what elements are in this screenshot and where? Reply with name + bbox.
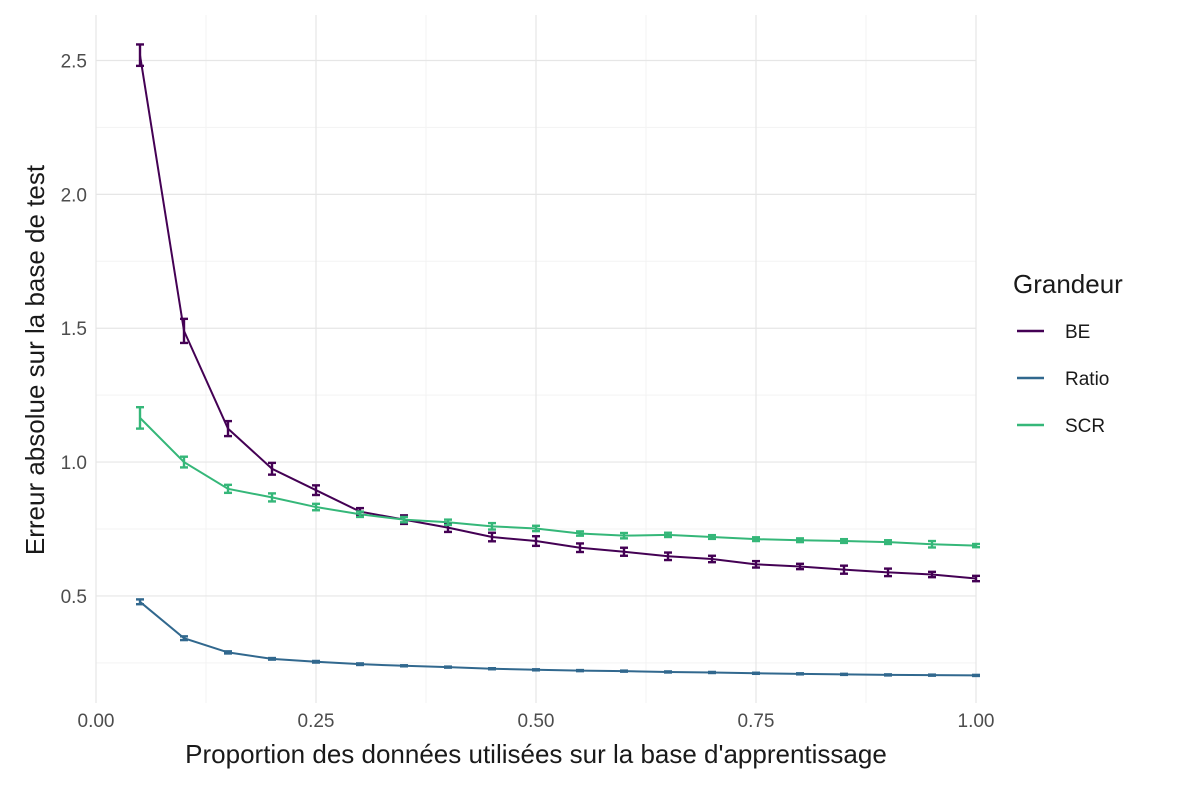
y-tick-label: 1.5 — [61, 319, 87, 340]
error-bar — [576, 542, 584, 554]
error-bar — [620, 546, 628, 557]
error-bar — [664, 670, 672, 674]
error-bar — [972, 542, 980, 549]
y-tick-label: 2.0 — [61, 185, 87, 206]
y-axis-title: Erreur absolue sur la base de test — [20, 164, 50, 555]
error-bar — [708, 670, 716, 675]
error-bar — [532, 524, 540, 533]
y-tick-label: 1.0 — [61, 453, 87, 474]
series-line-ratio — [139, 601, 977, 677]
error-bar — [268, 492, 276, 503]
error-bar — [532, 535, 540, 548]
y-axis-tick-labels: 0.5 1.0 1.5 2.0 2.5 — [61, 52, 87, 608]
error-bar — [620, 531, 628, 540]
error-bar — [400, 664, 408, 668]
error-bar — [312, 659, 320, 664]
error-bar — [224, 650, 232, 655]
error-bar — [884, 539, 892, 546]
x-axis-title: Proportion des données utilisées sur la … — [185, 739, 887, 769]
series-scr — [136, 405, 980, 549]
error-bar — [576, 668, 584, 673]
error-bar — [620, 669, 628, 673]
x-tick-label: 0.50 — [518, 711, 555, 732]
error-bar — [664, 531, 672, 539]
x-tick-label: 0.25 — [298, 711, 335, 732]
series-be — [136, 43, 980, 583]
legend-label: SCR — [1065, 416, 1105, 437]
error-bar — [884, 567, 892, 578]
error-bar — [224, 419, 232, 438]
error-bar — [664, 551, 672, 562]
error-bar — [928, 673, 936, 677]
series-ratio — [136, 598, 980, 678]
x-tick-label: 0.00 — [78, 711, 115, 732]
error-bar — [488, 666, 496, 671]
error-bar — [796, 562, 804, 571]
error-bar — [224, 483, 232, 495]
x-tick-label: 0.75 — [738, 711, 775, 732]
error-bar — [136, 598, 144, 606]
error-bar — [180, 455, 188, 469]
error-bar — [180, 635, 188, 642]
error-bar — [840, 564, 848, 575]
x-tick-label: 1.00 — [958, 711, 995, 732]
error-bar — [708, 533, 716, 541]
legend: Grandeur BE Ratio SCR — [1013, 269, 1123, 437]
series-layer — [136, 43, 980, 678]
error-bar — [796, 537, 804, 544]
legend-item-be: BE — [1017, 322, 1090, 343]
error-bar — [312, 484, 320, 497]
error-bar — [532, 668, 540, 672]
error-bar — [356, 510, 364, 519]
error-bar — [840, 537, 848, 545]
error-bar — [884, 673, 892, 677]
error-bar — [972, 574, 980, 583]
error-bar — [752, 536, 760, 543]
error-bar — [576, 530, 584, 537]
error-bar — [312, 502, 320, 512]
y-tick-label: 2.5 — [61, 52, 87, 73]
legend-item-scr: SCR — [1017, 416, 1105, 437]
error-bar — [752, 559, 760, 569]
legend-label: BE — [1065, 322, 1090, 343]
error-bar — [180, 317, 188, 345]
error-bar — [356, 662, 364, 667]
x-axis-tick-labels: 0.00 0.25 0.50 0.75 1.00 — [78, 711, 995, 732]
error-bar — [136, 405, 144, 430]
error-bar — [400, 515, 408, 524]
error-bar — [488, 521, 496, 531]
error-bar — [444, 518, 452, 527]
error-bar — [136, 43, 144, 68]
legend-label: Ratio — [1065, 369, 1109, 390]
error-bar — [268, 461, 276, 476]
error-bar — [972, 673, 980, 678]
legend-items: BE Ratio SCR — [1017, 322, 1109, 437]
y-tick-label: 0.5 — [61, 587, 87, 608]
error-bar — [840, 672, 848, 677]
error-bar — [444, 665, 452, 669]
grid-major — [95, 15, 977, 703]
error-bar — [268, 656, 276, 661]
legend-item-ratio: Ratio — [1017, 369, 1109, 390]
error-bar — [928, 539, 936, 549]
legend-title: Grandeur — [1013, 269, 1123, 299]
series-line-scr — [139, 417, 977, 547]
series-line-be — [139, 55, 977, 580]
error-bar — [928, 570, 936, 579]
error-bar — [752, 671, 760, 676]
error-bar — [488, 531, 496, 543]
error-bar — [708, 554, 716, 564]
error-bar — [796, 672, 804, 676]
